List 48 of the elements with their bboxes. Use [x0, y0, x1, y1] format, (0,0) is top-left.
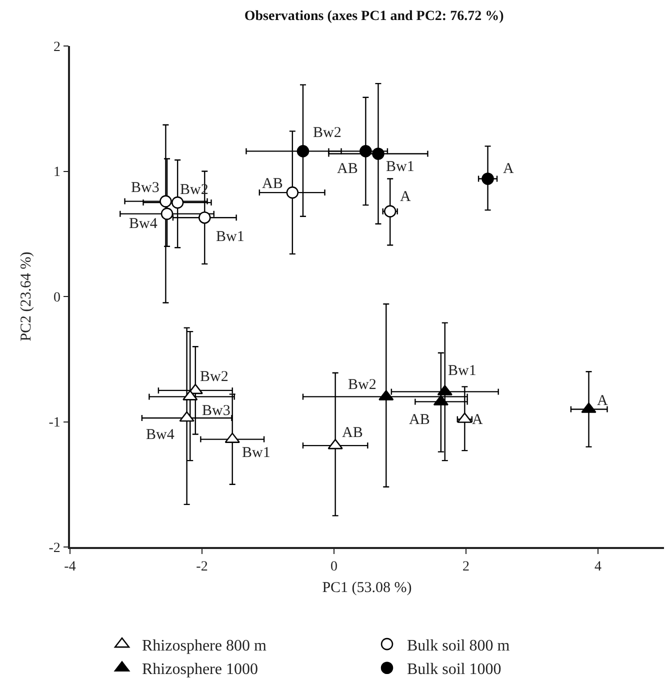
annotation: AB: [262, 176, 283, 192]
point: [286, 186, 299, 199]
annotation: A: [472, 412, 483, 428]
annotation: AB: [337, 161, 358, 177]
legend-label: Rhizosphere 800 m: [142, 637, 267, 654]
x-tick-label: 0: [330, 560, 338, 575]
annotation: Bw4: [129, 216, 158, 232]
annotation: A: [400, 189, 411, 205]
point: [360, 145, 372, 158]
point: [372, 148, 384, 160]
annotation: Bw1: [386, 159, 414, 175]
annotation: Bw2: [313, 125, 342, 141]
point: [384, 205, 396, 218]
y-tick-label: 1: [53, 165, 60, 180]
annotation: Bw2: [200, 369, 228, 385]
legend-label: Bulk soil 1000: [407, 661, 502, 678]
point: [482, 172, 494, 185]
point: [179, 411, 194, 422]
y-tick-label: -1: [48, 416, 60, 431]
x-axis-title: PC1 (53.08 %): [322, 580, 412, 596]
annotation: Bw2: [348, 377, 376, 393]
annotation: Bw1: [242, 445, 270, 461]
annotation: Bw3: [202, 403, 230, 419]
point: [296, 145, 310, 158]
point: [160, 195, 172, 208]
annotation: A: [597, 393, 608, 409]
x-tick-label: 4: [594, 560, 602, 575]
y-axis-title: PC2 (23.64 %): [18, 252, 35, 342]
y-tick-label: 0: [53, 290, 60, 306]
x-tick-label: -4: [64, 560, 76, 575]
point: [198, 211, 211, 224]
annotation: AB: [409, 412, 430, 428]
annotation: A: [503, 161, 514, 177]
annotation: AB: [342, 425, 363, 441]
chart-title: Observations (axes PC1 and PC2: 76.72 %): [244, 9, 504, 24]
annotation: Bw1: [216, 229, 244, 245]
x-tick-label: -2: [196, 560, 208, 575]
x-tick-label: 2: [462, 560, 470, 575]
annotation: Bw1: [448, 363, 476, 379]
point: [328, 438, 343, 450]
annotation: Bw4: [146, 427, 175, 443]
legend-label: Bulk soil 800 m: [407, 637, 510, 654]
point: [160, 208, 174, 220]
y-tick-label: 2: [53, 40, 60, 55]
point: [171, 196, 184, 209]
legend-label: Rhizosphere 1000: [142, 661, 258, 678]
annotation: Bw3: [131, 180, 160, 196]
y-tick-label: -2: [48, 540, 60, 556]
